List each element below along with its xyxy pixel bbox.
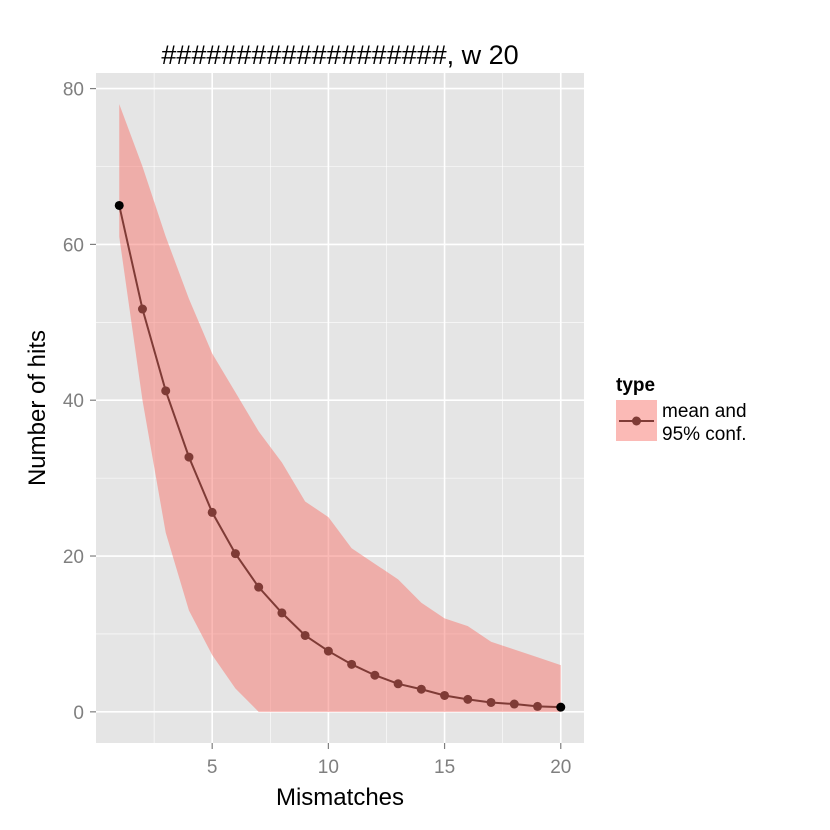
- minor-gridlines: [96, 73, 584, 743]
- data-points: [114, 200, 566, 712]
- data-point: [184, 452, 194, 462]
- data-point: [323, 646, 333, 656]
- data-point: [254, 582, 264, 592]
- data-point: [486, 697, 496, 707]
- x-tick-label: 10: [318, 757, 339, 778]
- data-point: [207, 507, 217, 517]
- legend-label-line1: mean and: [662, 401, 747, 422]
- x-tick-label: 15: [434, 757, 455, 778]
- data-point: [114, 200, 124, 210]
- x-axis-ticks: 5 10 15 20: [207, 743, 571, 778]
- data-point: [440, 690, 450, 700]
- confidence-band: [119, 104, 561, 712]
- chart-title: ###################, w 20: [161, 40, 518, 70]
- y-tick-label: 20: [63, 547, 84, 568]
- y-tick-label: 80: [63, 80, 84, 101]
- data-point: [161, 386, 171, 396]
- x-tick-label: 20: [550, 757, 571, 778]
- legend-label-line2: 95% conf.: [662, 424, 747, 445]
- data-point: [393, 679, 403, 689]
- y-tick-label: 0: [73, 703, 84, 724]
- data-point: [300, 630, 310, 640]
- x-axis-title: Mismatches: [276, 784, 404, 811]
- data-point: [230, 549, 240, 559]
- data-point: [137, 304, 147, 314]
- x-tick-label: 5: [207, 757, 218, 778]
- legend-title: type: [616, 375, 655, 396]
- data-point: [533, 701, 543, 711]
- data-point: [416, 684, 426, 694]
- data-point: [347, 659, 357, 669]
- y-axis-ticks: 0 20 40 60 80: [63, 80, 96, 724]
- legend-key-point: [632, 416, 641, 426]
- data-point: [370, 670, 380, 680]
- y-tick-label: 60: [63, 235, 84, 256]
- y-tick-label: 40: [63, 391, 84, 412]
- data-point: [277, 608, 287, 618]
- y-axis-title: Number of hits: [24, 330, 51, 486]
- legend: type mean and 95% conf.: [616, 375, 747, 445]
- data-point: [463, 694, 473, 704]
- data-point: [509, 699, 519, 709]
- data-point: [556, 702, 566, 712]
